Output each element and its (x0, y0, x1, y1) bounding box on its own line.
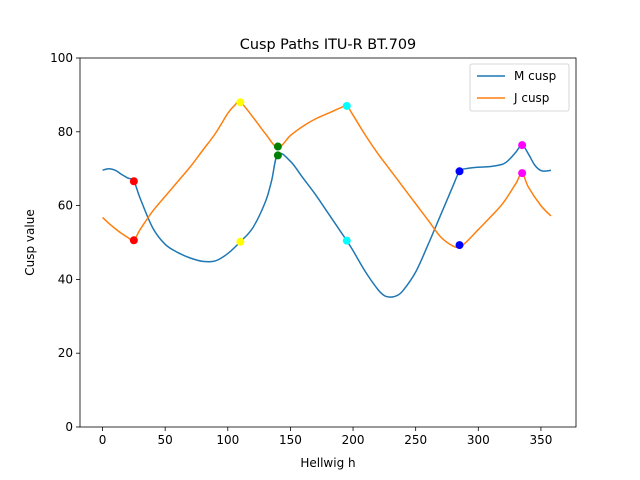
chart-title: Cusp Paths ITU-R BT.709 (240, 37, 416, 53)
x-tick-label: 300 (467, 433, 490, 447)
plot-frame (79, 57, 577, 428)
data-point (273, 151, 282, 160)
plot-area (79, 57, 577, 428)
y-axis: 0 20 40 60 80 100 (50, 51, 80, 434)
x-tick-label: 350 (529, 433, 552, 447)
data-point (455, 167, 464, 176)
x-tick-label: 150 (279, 433, 302, 447)
series-line-j-cusp (102, 101, 552, 249)
data-point (129, 236, 138, 245)
legend-label-j-cusp: J cusp (513, 91, 549, 105)
y-tick-label: 20 (58, 346, 73, 360)
y-tick-label: 80 (58, 125, 73, 139)
x-tick-label: 200 (342, 433, 365, 447)
x-tick-label: 0 (99, 433, 107, 447)
data-point (236, 98, 245, 107)
data-point (273, 142, 282, 151)
legend-label-m-cusp: M cusp (514, 69, 556, 83)
x-tick-label: 50 (158, 433, 173, 447)
data-point (518, 169, 527, 178)
data-point (342, 101, 351, 110)
data-point (236, 237, 245, 246)
x-axis: 0 50 100 150 200 250 300 350 (99, 427, 552, 447)
x-tick-label: 100 (216, 433, 239, 447)
legend: M cusp J cusp (469, 63, 570, 112)
data-point (129, 177, 138, 186)
y-tick-label: 100 (50, 51, 73, 65)
x-tick-label: 250 (404, 433, 427, 447)
x-axis-label: Hellwig h (300, 456, 355, 470)
data-point (518, 141, 527, 150)
data-point (455, 241, 464, 250)
y-tick-label: 40 (58, 272, 73, 286)
y-axis-label: Cusp value (23, 209, 37, 275)
data-point (342, 236, 351, 245)
y-tick-label: 60 (58, 199, 73, 213)
y-tick-label: 0 (65, 420, 73, 434)
